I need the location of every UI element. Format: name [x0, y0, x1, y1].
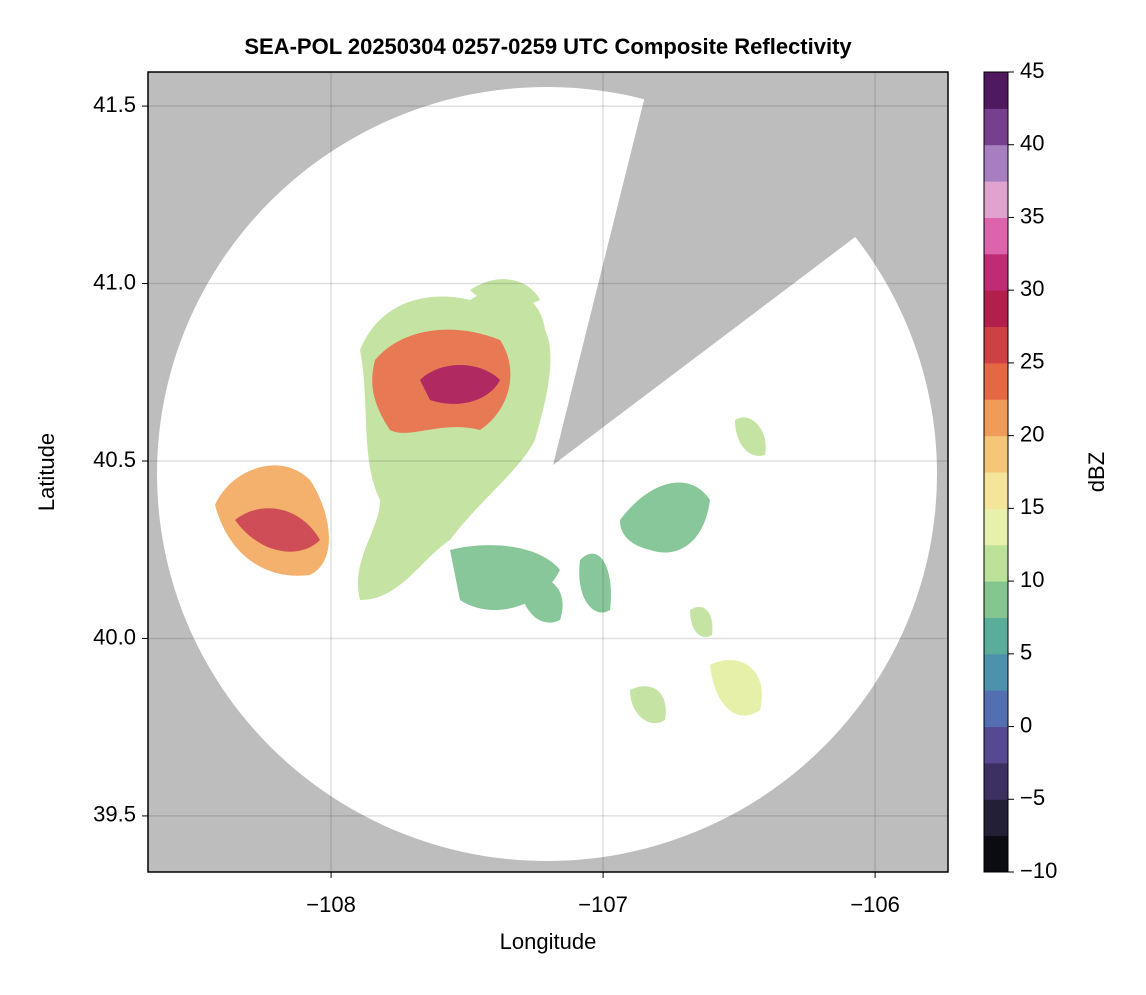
colorbar-label: dBZ	[1084, 452, 1109, 492]
colorbar-frame	[983, 71, 1009, 873]
colorbar-band	[984, 508, 1008, 546]
plot-frame	[147, 71, 949, 873]
echo	[470, 279, 540, 307]
echo	[735, 417, 766, 456]
y-tick-label: 40.5	[93, 447, 136, 472]
colorbar-tick-label: 45	[1020, 58, 1044, 83]
colorbar-tick-label: 25	[1020, 349, 1044, 374]
echoes	[215, 279, 766, 724]
echo	[620, 482, 710, 553]
colorbar-band	[984, 181, 1008, 218]
colorbar-band	[984, 617, 1008, 655]
y-tick-label: 41.0	[93, 269, 136, 294]
colorbar-band	[984, 581, 1008, 618]
grid	[148, 72, 948, 872]
colorbar-band	[984, 690, 1008, 728]
colorbar-band	[984, 472, 1008, 509]
colorbar-band	[984, 835, 1008, 873]
colorbar-tick-label: 30	[1020, 276, 1044, 301]
x-tick-label: −106	[850, 892, 900, 917]
colorbar-band	[984, 217, 1008, 255]
colorbar-tick-label: 40	[1020, 131, 1044, 156]
x-axis-label: Longitude	[500, 929, 597, 954]
y-tick-label: 40.0	[93, 624, 136, 649]
x-tick-label: −108	[306, 892, 356, 917]
y-tick-label: 41.5	[93, 92, 136, 117]
echo	[420, 365, 500, 404]
radar-coverage	[157, 72, 948, 861]
echo	[630, 686, 666, 724]
colorbar-band	[984, 762, 1008, 800]
colorbar-tick-label: 15	[1020, 494, 1044, 519]
colorbar-band	[984, 799, 1008, 837]
colorbar-tick-label: −10	[1020, 858, 1057, 883]
colorbar-tick-label: 10	[1020, 567, 1044, 592]
colorbar-band	[984, 399, 1008, 437]
y-tick-label: 39.5	[93, 802, 136, 827]
colorbar-band	[984, 72, 1008, 109]
colorbar-band	[984, 290, 1008, 328]
echo	[235, 508, 320, 552]
colorbar-band	[984, 362, 1008, 400]
echo	[579, 553, 611, 613]
x-tick-label: −107	[578, 892, 628, 917]
colorbar-tick-label: 0	[1020, 712, 1032, 737]
colorbar-band	[984, 435, 1008, 473]
echo	[710, 660, 762, 716]
colorbar-tick-label: −5	[1020, 785, 1045, 810]
colorbar-band	[984, 108, 1008, 146]
colorbar-band	[984, 326, 1008, 364]
colorbar-band	[984, 253, 1008, 291]
colorbar-band	[984, 726, 1008, 764]
colorbar-tick-label: 20	[1020, 421, 1044, 446]
blocked-sector	[553, 72, 948, 465]
colorbar-tick-label: 35	[1020, 203, 1044, 228]
echo	[520, 577, 563, 623]
colorbar-band	[984, 144, 1008, 182]
chart-title: SEA-POL 20250304 0257-0259 UTC Composite…	[244, 34, 852, 59]
y-axis-label: Latitude	[34, 433, 59, 511]
colorbar-tick-label: 5	[1020, 640, 1032, 665]
colorbar-band	[984, 653, 1008, 691]
colorbar-band	[984, 544, 1008, 582]
echo	[690, 606, 713, 638]
